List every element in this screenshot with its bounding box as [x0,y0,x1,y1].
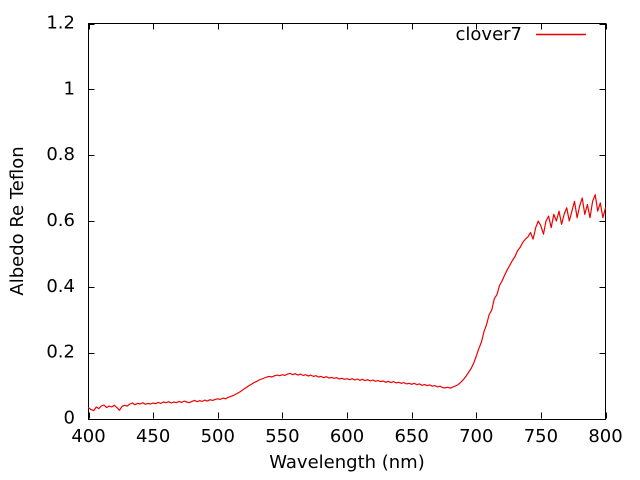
legend-series-label: clover7 [456,24,523,45]
y-tick-label: 1.2 [46,13,75,34]
x-tick-label: 500 [201,426,235,447]
y-tick-label: 0 [64,408,75,429]
y-axis-title: Albedo Re Teflon [7,146,28,295]
x-tick-label: 650 [394,426,428,447]
x-axis-title: Wavelength (nm) [269,452,425,473]
series-line-clover7 [87,194,607,412]
y-tick-label: 0.6 [46,210,75,231]
legend: clover7 [456,24,586,45]
plot-border [88,23,606,420]
series-lines [87,194,607,412]
x-tick-label: 550 [265,426,299,447]
axis-tick-labels: 400 450 500 550 600 650 700 750 800 0 0.2 0.4 0.6 0.8… [46,13,622,448]
y-tick-label: 1 [64,78,75,99]
x-tick-label: 750 [524,426,558,447]
x-tick-label: 700 [459,426,493,447]
y-tick-label: 0.8 [46,144,75,165]
y-tick-label: 0.4 [46,276,75,297]
x-tick-label: 800 [588,426,622,447]
x-tick-label: 450 [136,426,170,447]
x-tick-label: 600 [330,426,364,447]
x-tick-label: 400 [71,426,105,447]
axis-ticks [88,23,607,420]
y-tick-label: 0.2 [46,342,75,363]
